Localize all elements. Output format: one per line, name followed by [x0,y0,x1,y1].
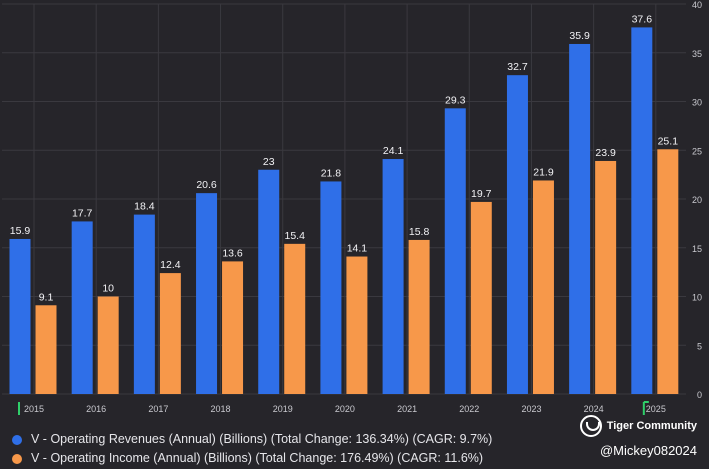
bar-revenue-2021 [382,159,404,394]
x-tick-label: 2022 [459,404,479,414]
x-tick-label: 2015 [24,404,44,414]
bar-income-2025 [657,149,679,394]
y-tick-label: 30 [692,98,702,108]
legend: V - Operating Revenues (Annual) (Billion… [12,430,492,468]
data-label-income-2018: 13.6 [222,247,243,259]
x-tick-label: 2016 [86,404,106,414]
x-tick-label: 2023 [521,404,541,414]
data-label-income-2019: 15.4 [285,230,306,242]
y-tick-label: 40 [692,0,702,10]
bar-income-2020 [346,256,368,394]
data-label-income-2020: 14.1 [347,243,368,255]
data-label-income-2017: 12.4 [160,259,181,271]
x-tick-label: 2021 [397,404,417,414]
data-label-income-2022: 19.7 [471,188,492,200]
data-label-revenue-2021: 24.1 [383,145,404,157]
bar-income-2017 [159,273,181,394]
data-label-income-2024: 23.9 [595,147,616,159]
data-label-income-2023: 21.9 [533,166,554,178]
data-label-revenue-2025: 37.6 [632,13,653,25]
x-tick-label: 2017 [148,404,168,414]
data-label-revenue-2022: 29.3 [445,94,466,106]
y-tick-label: 5 [697,341,702,351]
y-tick-label: 0 [697,390,702,400]
bar-revenue-2023 [506,75,528,395]
brand: Tiger Community [579,415,697,437]
y-tick-label: 10 [692,293,702,303]
bar-revenue-2016 [71,221,93,394]
data-label-revenue-2023: 32.7 [507,61,528,73]
bar-revenue-2024 [569,43,591,394]
bar-income-2016 [97,296,119,394]
bar-income-2015 [35,305,57,394]
watermark: Tiger Community @Mickey082024 [579,415,697,458]
y-tick-label: 25 [692,146,702,156]
bar-revenue-2015 [9,238,31,394]
y-tick-label: 15 [692,244,702,254]
brand-name: Tiger Community [606,420,697,432]
bar-revenue-2022 [444,108,466,394]
data-label-revenue-2015: 15.9 [10,225,31,237]
x-tick-label: 2025 [646,404,666,414]
tiger-community-logo-icon [579,415,602,437]
bar-income-2018 [222,261,244,394]
data-label-revenue-2024: 35.9 [569,30,590,42]
x-tick-label: 2020 [335,404,355,414]
data-label-income-2025: 25.1 [658,135,679,147]
data-label-revenue-2018: 20.6 [196,179,217,191]
bar-revenue-2017 [133,214,155,394]
legend-label-income: V - Operating Income (Annual) (Billions)… [31,451,484,465]
legend-label-revenues: V - Operating Revenues (Annual) (Billion… [31,432,493,446]
y-tick-label: 35 [692,49,702,59]
bar-income-2022 [470,201,492,394]
data-label-income-2015: 9.1 [39,291,54,303]
x-tick-label: 2018 [211,404,231,414]
bar-income-2021 [408,239,430,394]
data-label-revenue-2020: 21.8 [321,167,342,179]
data-label-income-2016: 10 [102,283,114,295]
bar-revenue-2018 [196,193,218,394]
legend-marker-revenues [12,434,22,445]
x-tick-label: 2024 [584,404,604,414]
x-tick-label: 2019 [273,404,293,414]
legend-marker-income [12,453,22,464]
author-handle: @Mickey082024 [599,443,697,458]
bar-income-2024 [595,160,617,394]
bar-income-2019 [284,243,306,394]
data-label-revenue-2017: 18.4 [134,201,155,213]
legend-item-income[interactable]: V - Operating Income (Annual) (Billions)… [12,449,492,468]
bar-revenue-2019 [258,169,280,394]
bar-income-2023 [532,180,554,394]
data-label-revenue-2019: 23 [263,156,275,168]
legend-item-revenues[interactable]: V - Operating Revenues (Annual) (Billion… [12,430,492,449]
data-label-income-2021: 15.8 [409,226,430,238]
y-tick-label: 20 [692,195,702,205]
bar-revenue-2020 [320,181,342,394]
bar-revenue-2025 [631,27,653,395]
data-label-revenue-2016: 17.7 [72,207,93,219]
